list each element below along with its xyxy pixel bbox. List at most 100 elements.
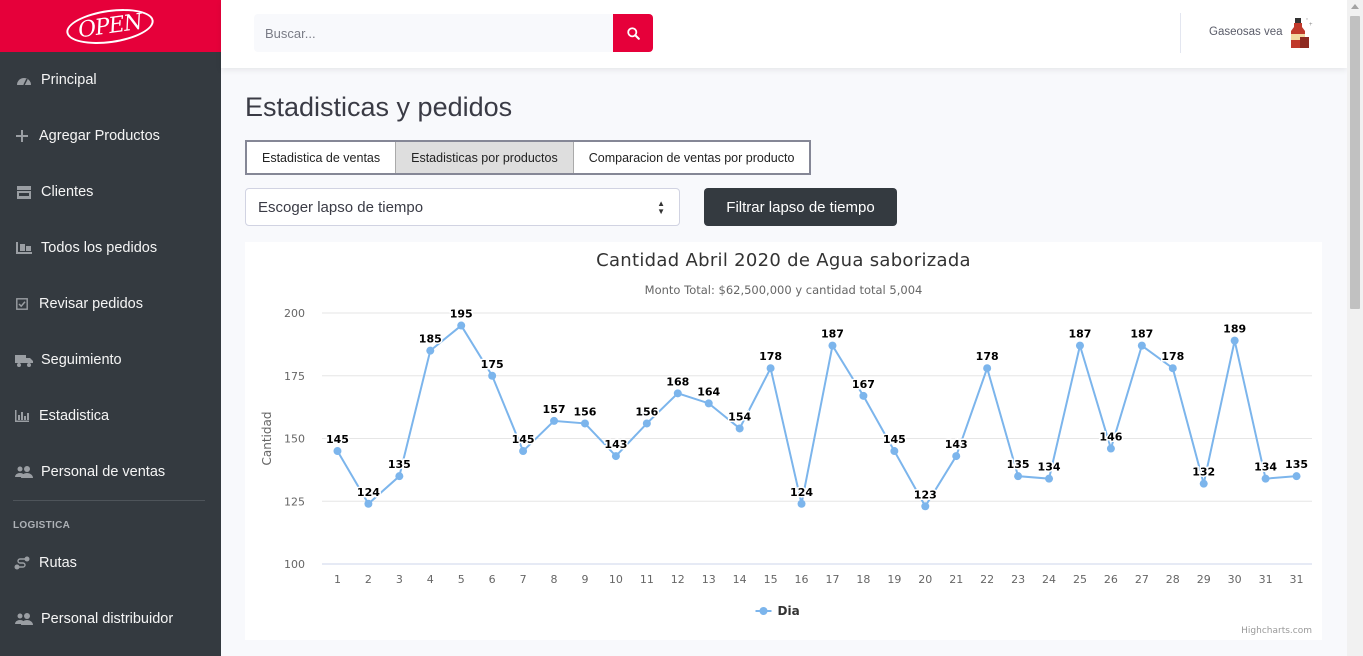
stats-tabs: Estadistica de ventas Estadisticas por pr… <box>245 140 812 175</box>
sidebar-item-revisar-pedidos[interactable]: Revisar pedidos <box>0 276 221 332</box>
x-tick-label: 10 <box>609 573 623 586</box>
svg-text:*: * <box>1306 18 1308 24</box>
users-icon <box>13 612 35 626</box>
sidebar-item-label: Todos los pedidos <box>41 240 158 256</box>
x-tick-label: 4 <box>427 573 434 586</box>
x-tick-label: 20 <box>918 573 932 586</box>
data-point <box>797 499 806 508</box>
data-label: 135 <box>1007 458 1030 471</box>
data-point <box>983 364 992 373</box>
plus-icon <box>13 129 31 143</box>
data-point <box>1199 479 1208 488</box>
data-label: 145 <box>512 433 535 446</box>
x-tick-label: 2 <box>365 573 372 586</box>
data-label: 187 <box>821 328 844 341</box>
tab-estadistica-de-ventas[interactable]: Estadistica de ventas <box>247 142 396 173</box>
x-tick-label: 9 <box>581 573 588 586</box>
sidebar-item-label: Clientes <box>41 184 94 200</box>
data-label: 168 <box>666 375 689 388</box>
open-logo: OPEN <box>64 3 157 49</box>
x-tick-label: 29 <box>1197 573 1211 586</box>
page-scrollbar[interactable] <box>1347 0 1363 656</box>
route-icon <box>13 556 31 570</box>
select-arrows-icon: ▲ ▼ <box>657 199 665 216</box>
sidebar-item-label: Estadistica <box>39 408 110 424</box>
scroll-up-arrow-icon[interactable] <box>1351 4 1359 9</box>
data-point <box>704 399 713 408</box>
users-icon <box>13 465 35 479</box>
brand-logo-area[interactable]: OPEN <box>0 0 221 52</box>
sidebar-item-clientes[interactable]: Clientes <box>0 164 221 220</box>
data-point <box>426 346 435 355</box>
data-label: 187 <box>1068 328 1091 341</box>
x-tick-label: 17 <box>825 573 839 586</box>
sidebar: OPEN Principal Agregar Productos Clientes T… <box>0 0 221 656</box>
data-point <box>1014 472 1023 481</box>
x-tick-label: 31 <box>1290 573 1304 586</box>
tab-comparacion-de-ventas-por-producto[interactable]: Comparacion de ventas por producto <box>572 142 810 173</box>
data-point <box>673 389 682 398</box>
data-label: 157 <box>543 403 566 416</box>
sidebar-item-seguimiento[interactable]: Seguimiento <box>0 332 221 388</box>
search-input[interactable] <box>254 14 614 52</box>
page-title: Estadisticas y pedidos <box>245 92 513 122</box>
y-tick-label: 200 <box>284 307 305 320</box>
x-tick-label: 18 <box>856 573 870 586</box>
data-label: 164 <box>697 385 720 398</box>
user-name[interactable]: Gaseosas vea <box>1209 26 1283 38</box>
chart-subtitle: Monto Total: $62,500,000 y cantidad tota… <box>644 283 923 297</box>
tab-estadisticas-por-productos[interactable]: Estadisticas por productos <box>395 142 573 173</box>
dolly-icon <box>13 241 35 255</box>
sidebar-item-agregar-productos[interactable]: Agregar Productos <box>0 108 221 164</box>
x-tick-label: 22 <box>980 573 994 586</box>
x-tick-label: 26 <box>1104 573 1118 586</box>
data-point <box>890 447 899 456</box>
sidebar-item-personal-distribuidor[interactable]: Personal distribuidor <box>0 591 221 647</box>
data-point <box>1168 364 1177 373</box>
sidebar-item-estadistica[interactable]: Estadistica <box>0 388 221 444</box>
x-tick-label: 14 <box>733 573 747 586</box>
data-label: 195 <box>450 308 473 321</box>
data-point <box>766 364 775 373</box>
topbar: Gaseosas vea + * <box>221 0 1347 68</box>
scroll-thumb[interactable] <box>1350 16 1360 309</box>
data-point <box>952 452 961 461</box>
data-label: 175 <box>481 358 504 371</box>
x-tick-label: 19 <box>887 573 901 586</box>
x-tick-label: 7 <box>520 573 527 586</box>
search-button[interactable] <box>613 14 653 52</box>
sidebar-item-principal[interactable]: Principal <box>0 52 221 108</box>
data-point <box>1137 341 1146 350</box>
data-point <box>735 424 744 433</box>
sidebar-item-rutas[interactable]: Rutas <box>0 535 221 591</box>
truck-icon <box>13 353 35 367</box>
x-tick-label: 27 <box>1135 573 1149 586</box>
sidebar-item-label: Revisar pedidos <box>39 296 143 312</box>
data-point <box>1292 472 1301 481</box>
sidebar-item-label: Seguimiento <box>41 352 122 368</box>
data-label: 145 <box>883 433 906 446</box>
data-point <box>580 419 589 428</box>
time-range-select[interactable]: Escoger lapso de tiempo ▲ ▼ <box>245 188 680 226</box>
data-point <box>1230 336 1239 345</box>
data-label: 145 <box>326 433 349 446</box>
x-tick-label: 30 <box>1228 573 1242 586</box>
chart-credits[interactable]: Highcharts.com <box>1241 626 1312 636</box>
x-tick-label: 24 <box>1042 573 1056 586</box>
data-label: 156 <box>573 405 596 418</box>
data-point <box>457 321 466 330</box>
x-tick-label: 31 <box>1259 573 1273 586</box>
filter-time-range-button[interactable]: Filtrar lapso de tiempo <box>704 188 897 226</box>
topbar-divider <box>1180 13 1181 53</box>
data-label: 123 <box>914 488 937 501</box>
x-tick-label: 13 <box>702 573 716 586</box>
x-tick-label: 1 <box>334 573 341 586</box>
sidebar-item-personal-de-ventas[interactable]: Personal de ventas <box>0 444 221 500</box>
sidebar-item-todos-los-pedidos[interactable]: Todos los pedidos <box>0 220 221 276</box>
data-label: 134 <box>1038 461 1061 474</box>
y-axis-label: Cantidad <box>260 412 274 466</box>
user-avatar[interactable]: + * <box>1288 17 1314 49</box>
data-label: 185 <box>419 333 442 346</box>
store-icon <box>13 185 35 199</box>
